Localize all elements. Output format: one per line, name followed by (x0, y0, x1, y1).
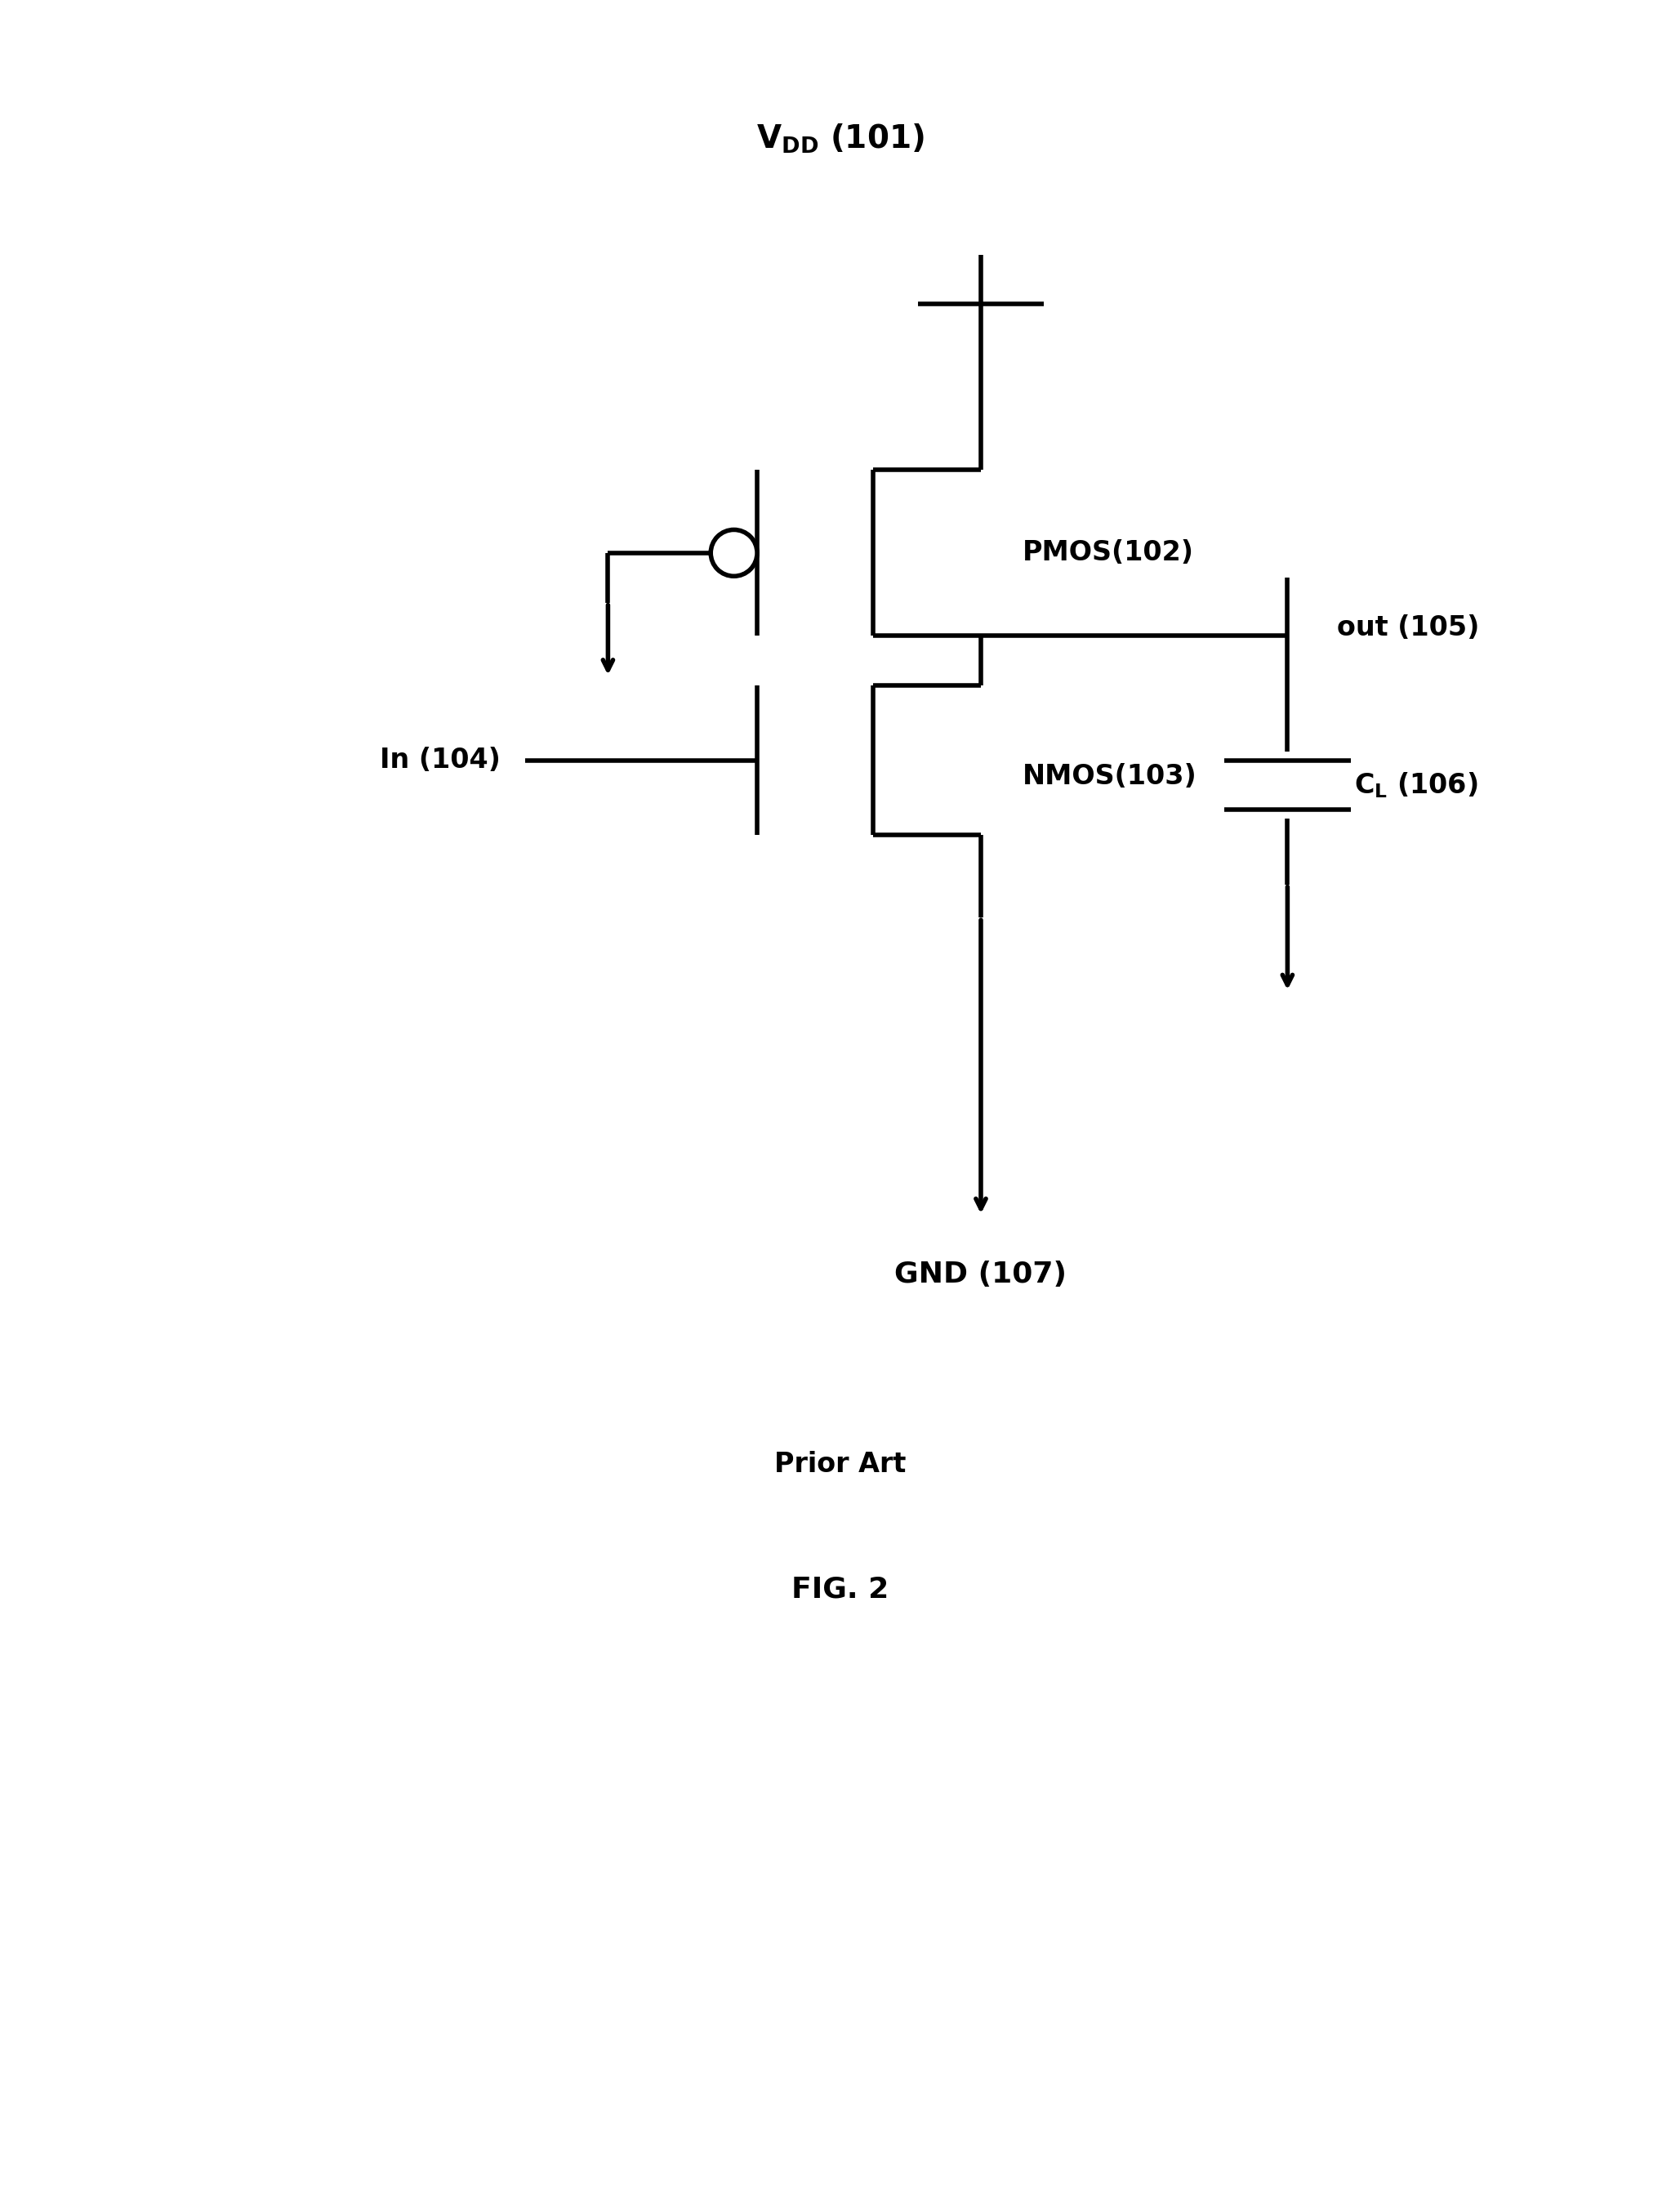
Text: FIG. 2: FIG. 2 (791, 1575, 889, 1604)
Text: NMOS(103): NMOS(103) (1023, 763, 1196, 790)
Text: Prior Art: Prior Art (774, 1452, 906, 1478)
Text: $\mathbf{V_{DD}}$ $\mathbf{(101)}$: $\mathbf{V_{DD}}$ $\mathbf{(101)}$ (756, 121, 924, 154)
Text: In (104): In (104) (380, 746, 501, 774)
Text: PMOS(102): PMOS(102) (1023, 539, 1194, 565)
Text: out (105): out (105) (1337, 614, 1480, 640)
Circle shape (711, 530, 758, 576)
Text: $\mathbf{C_L}$ $\mathbf{(106)}$: $\mathbf{C_L}$ $\mathbf{(106)}$ (1354, 770, 1478, 799)
Text: GND (107): GND (107) (895, 1261, 1067, 1287)
